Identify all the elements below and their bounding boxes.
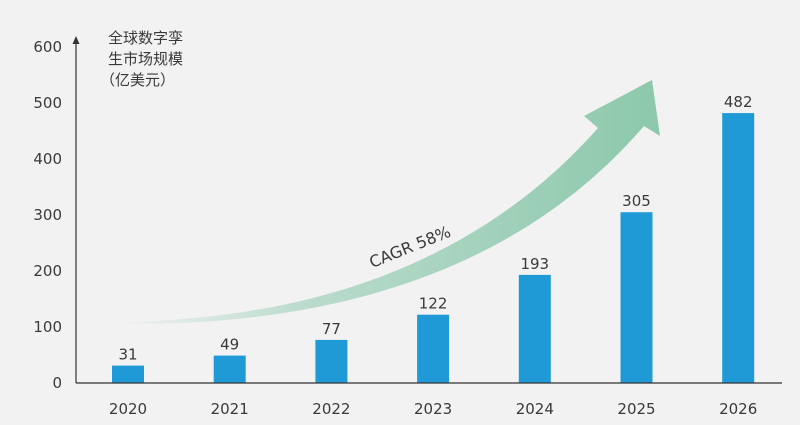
- x-tick-2026: 2026: [719, 400, 757, 418]
- y-axis-arrow-icon: [72, 36, 80, 44]
- y-tick-0: 0: [52, 374, 62, 392]
- bar-2026: [722, 113, 755, 383]
- y-tick-400: 400: [33, 150, 62, 168]
- y-tick-100: 100: [33, 318, 62, 336]
- y-axis-title-line-2: 生市场规模: [108, 50, 183, 68]
- y-tick-200: 200: [33, 262, 62, 280]
- data-label-2022: 77: [322, 320, 341, 338]
- y-axis: [72, 36, 80, 383]
- data-label-2023: 122: [419, 295, 448, 313]
- bar-2024: [518, 274, 551, 383]
- y-axis-title-line-3: （亿美元）: [100, 71, 175, 89]
- x-tick-2020: 2020: [109, 400, 147, 418]
- x-tick-2022: 2022: [312, 400, 350, 418]
- y-tick-300: 300: [33, 206, 62, 224]
- x-tick-2024: 2024: [516, 400, 554, 418]
- bar-2021: [213, 355, 246, 383]
- x-tick-2023: 2023: [414, 400, 452, 418]
- data-label-2026: 482: [724, 93, 753, 111]
- growth-arrow: [118, 80, 660, 325]
- data-label-2025: 305: [622, 192, 651, 210]
- bars-group: 31 49 77 122 193 305 482: [112, 93, 755, 383]
- y-tick-600: 600: [33, 38, 62, 56]
- bar-2020: [112, 365, 144, 383]
- data-label-2024: 193: [520, 255, 549, 273]
- data-label-2021: 49: [220, 336, 239, 354]
- y-axis-title: 全球数字孪 生市场规模 （亿美元）: [100, 29, 183, 89]
- growth-arrow-body: [118, 80, 660, 325]
- bar-2025: [620, 212, 653, 383]
- x-tick-2021: 2021: [211, 400, 249, 418]
- x-tick-labels: 2020 2021 2022 2023 2024 2025 2026: [109, 400, 757, 418]
- bar-2023: [417, 314, 450, 383]
- data-label-2020: 31: [118, 346, 137, 364]
- x-tick-2025: 2025: [617, 400, 655, 418]
- y-tick-labels: 0 100 200 300 400 500 600: [33, 38, 62, 392]
- bar-2022: [315, 339, 348, 383]
- y-tick-500: 500: [33, 94, 62, 112]
- y-axis-title-line-1: 全球数字孪: [108, 29, 183, 47]
